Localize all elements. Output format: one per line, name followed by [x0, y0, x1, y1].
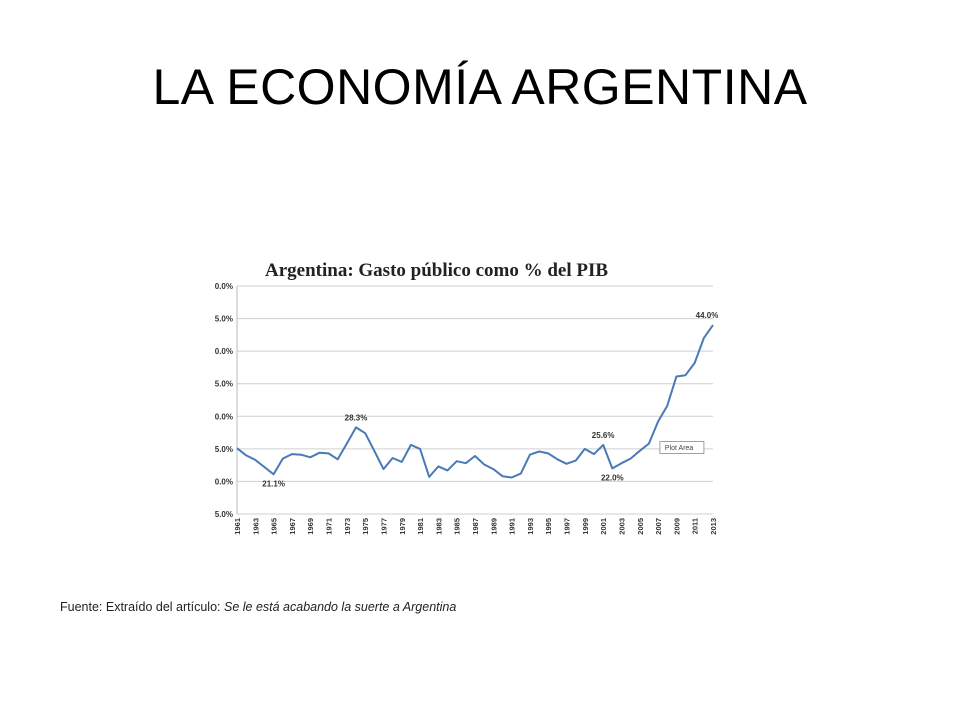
y-tick-label: 40.0% [215, 347, 233, 356]
gridlines [236, 285, 713, 515]
source-article-title: Se le está acabando la suerte a Argentin… [223, 600, 457, 614]
x-tick-label: 1995 [544, 518, 553, 535]
x-tick-label: 2003 [617, 518, 626, 535]
x-tick-label: 2009 [672, 518, 681, 535]
plot-area-tooltip: Plot Area [659, 441, 705, 454]
x-tick-label: 1963 [251, 518, 260, 535]
x-tick-label: 1997 [563, 518, 572, 535]
data-label: 28.3% [345, 413, 368, 422]
x-tick-label: 1961 [233, 518, 242, 535]
series-line-layer [236, 324, 714, 479]
x-tick-label: 1977 [379, 518, 388, 535]
source-caption: Fuente: Extraído del artículo: Se le est… [60, 600, 456, 614]
x-tick-label: 2013 [709, 518, 718, 535]
chart-title: Argentina: Gasto público como % del PIB [265, 260, 608, 281]
x-tick-label: 1983 [434, 518, 443, 535]
tooltip-label: Plot Area [665, 445, 694, 452]
x-tick-label: 1969 [306, 518, 315, 535]
x-tick-label: 1975 [361, 518, 370, 535]
chart-container: Argentina: Gasto público como % del PIB … [215, 252, 720, 542]
source-prefix: Fuente: Extraído del artículo: [60, 600, 224, 614]
x-tick-label: 1981 [416, 518, 425, 535]
x-tick-label: 1993 [526, 518, 535, 535]
y-axis-ticks: 15.0% 20.0% 25.0% 30.0% 35.0% 40.0% 45.0% 50.0% [215, 282, 233, 519]
tooltip-box [659, 441, 705, 454]
slide-title: LA ECONOMÍA ARGENTINA [152, 59, 808, 115]
x-tick-label: 2001 [599, 518, 608, 535]
y-tick-label: 15.0% [215, 510, 233, 519]
series-line [236, 324, 714, 479]
y-tick-label: 30.0% [215, 412, 233, 421]
x-tick-label: 1987 [471, 518, 480, 535]
y-tick-label: 45.0% [215, 315, 233, 324]
data-label: 44.0% [696, 311, 719, 320]
data-label: 25.6% [592, 431, 615, 440]
data-label: 21.1% [262, 479, 285, 488]
x-tick-label: 1989 [489, 518, 498, 535]
data-labels: 21.1% 28.3% 25.6% 22.0% 44.0% [262, 311, 718, 488]
x-tick-label: 1967 [288, 518, 297, 535]
x-tick-label: 2005 [636, 518, 645, 535]
x-tick-label: 2007 [654, 518, 663, 535]
x-tick-label: 1991 [508, 518, 517, 535]
data-label: 22.0% [601, 473, 624, 482]
line-chart: Argentina: Gasto público como % del PIB … [215, 260, 718, 535]
x-tick-label: 1965 [270, 518, 279, 535]
y-tick-label: 35.0% [215, 380, 233, 389]
x-axis-ticks: 1961 1963 1965 1967 1969 1971 1973 1975 1977 1979… [233, 518, 718, 535]
x-tick-label: 1973 [343, 518, 352, 535]
x-tick-label: 1971 [325, 518, 334, 535]
x-tick-label: 2011 [691, 518, 700, 534]
y-tick-label: 50.0% [215, 282, 233, 291]
x-tick-label: 1999 [581, 518, 590, 535]
x-tick-label: 1979 [398, 518, 407, 535]
y-tick-label: 25.0% [215, 445, 233, 454]
x-tick-label: 1985 [453, 518, 462, 535]
y-tick-label: 20.0% [215, 477, 233, 486]
